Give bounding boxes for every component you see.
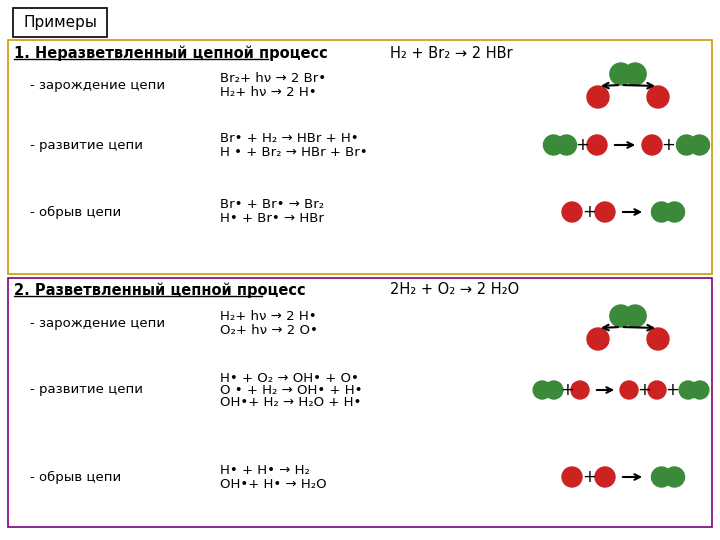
Circle shape (624, 63, 646, 85)
Circle shape (562, 467, 582, 487)
Text: H₂ + Br₂ → 2 HBr: H₂ + Br₂ → 2 HBr (390, 45, 513, 60)
Circle shape (610, 63, 632, 85)
Text: 1. Неразветвленный цепной процесс: 1. Неразветвленный цепной процесс (14, 45, 328, 60)
Text: +: + (582, 468, 596, 486)
Circle shape (587, 328, 609, 350)
Text: - обрыв цепи: - обрыв цепи (30, 470, 121, 483)
Circle shape (624, 305, 646, 327)
Circle shape (620, 381, 638, 399)
Text: +: + (575, 136, 589, 154)
Circle shape (587, 86, 609, 108)
Text: H₂+ hν → 2 H•: H₂+ hν → 2 H• (220, 85, 317, 98)
Text: H• + H• → H₂: H• + H• → H₂ (220, 463, 310, 476)
Circle shape (690, 135, 709, 155)
Text: - развитие цепи: - развитие цепи (30, 383, 143, 396)
Circle shape (679, 381, 697, 399)
Circle shape (544, 135, 564, 155)
Text: 2H₂ + O₂ → 2 H₂O: 2H₂ + O₂ → 2 H₂O (390, 282, 519, 298)
Text: H • + Br₂ → HBr + Br•: H • + Br₂ → HBr + Br• (220, 145, 368, 159)
Text: +: + (661, 136, 675, 154)
Text: H• + Br• → HBr: H• + Br• → HBr (220, 213, 324, 226)
Text: Br• + Br• → Br₂: Br• + Br• → Br₂ (220, 199, 324, 212)
Circle shape (665, 202, 685, 222)
Text: +: + (560, 381, 574, 399)
Circle shape (562, 202, 582, 222)
Circle shape (587, 135, 607, 155)
Text: OH•+ H₂ → H₂O + H•: OH•+ H₂ → H₂O + H• (220, 396, 361, 409)
Text: H₂+ hν → 2 H•: H₂+ hν → 2 H• (220, 310, 317, 323)
FancyBboxPatch shape (8, 278, 712, 527)
Text: +: + (637, 381, 651, 399)
FancyBboxPatch shape (13, 8, 107, 37)
Circle shape (610, 305, 632, 327)
FancyBboxPatch shape (8, 40, 712, 274)
Circle shape (533, 381, 551, 399)
Text: Примеры: Примеры (23, 15, 97, 30)
Text: +: + (665, 381, 679, 399)
Text: - развитие цепи: - развитие цепи (30, 138, 143, 152)
Circle shape (642, 135, 662, 155)
Circle shape (595, 467, 615, 487)
Circle shape (648, 381, 666, 399)
Text: - зарождение цепи: - зарождение цепи (30, 78, 165, 91)
Text: - зарождение цепи: - зарождение цепи (30, 318, 165, 330)
Text: H• + O₂ → OH• + O•: H• + O₂ → OH• + O• (220, 373, 359, 386)
Circle shape (677, 135, 696, 155)
Circle shape (652, 467, 672, 487)
Circle shape (691, 381, 709, 399)
Text: O • + H₂ → OH• + H•: O • + H₂ → OH• + H• (220, 384, 362, 397)
Circle shape (545, 381, 563, 399)
Text: Br• + H₂ → HBr + H•: Br• + H₂ → HBr + H• (220, 132, 359, 145)
Text: 2. Разветвленный цепной процесс: 2. Разветвленный цепной процесс (14, 282, 305, 298)
Circle shape (647, 86, 669, 108)
Circle shape (571, 381, 589, 399)
Circle shape (595, 202, 615, 222)
Circle shape (665, 467, 685, 487)
Text: - обрыв цепи: - обрыв цепи (30, 205, 121, 219)
Circle shape (647, 328, 669, 350)
Text: +: + (582, 203, 596, 221)
Circle shape (652, 202, 672, 222)
Circle shape (557, 135, 577, 155)
Text: Br₂+ hν → 2 Br•: Br₂+ hν → 2 Br• (220, 71, 326, 84)
Text: O₂+ hν → 2 O•: O₂+ hν → 2 O• (220, 325, 318, 338)
Text: OH•+ H• → H₂O: OH•+ H• → H₂O (220, 477, 327, 490)
